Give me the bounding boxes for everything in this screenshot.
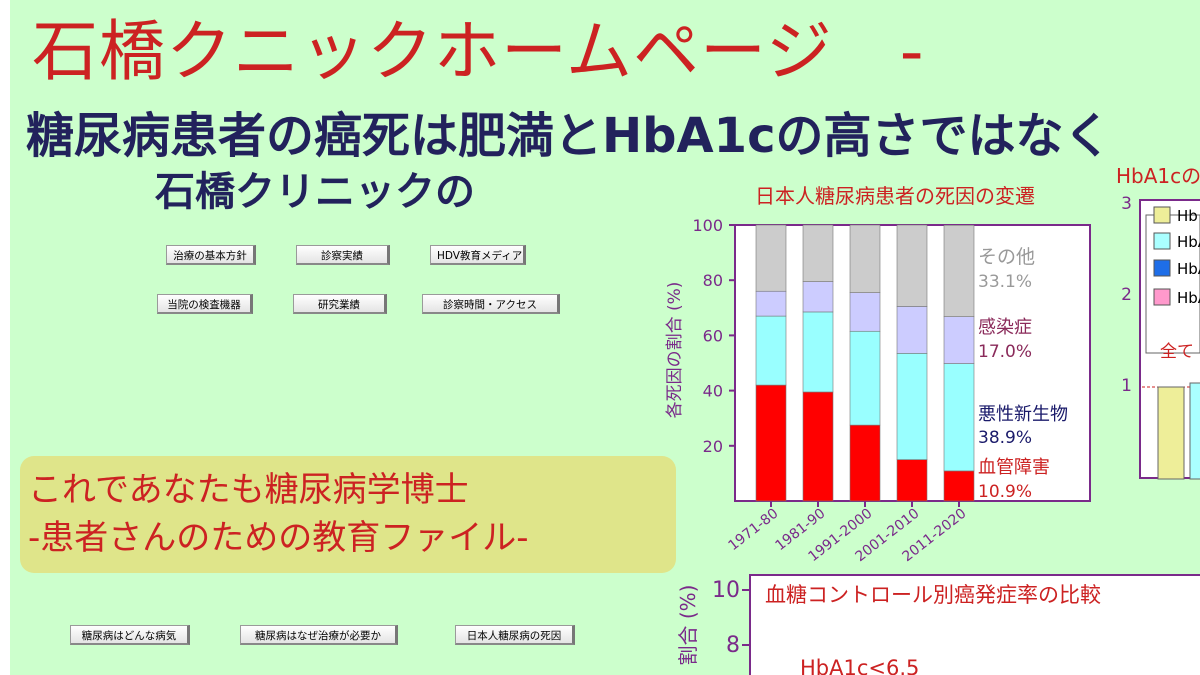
nav-button-hours-access[interactable]: 診察時間・アクセス [422,294,560,314]
y-tick-label: 100 [692,216,723,235]
bar-segment [802,224,834,282]
site-title: 石橋クニックホームページ - [32,13,925,90]
chart-y-axis-label: 各死因の割合 (%) [665,282,685,419]
banner-line-2: -患者さんのための教育ファイル- [28,518,529,558]
education-banner[interactable]: これであなたも糖尿病学博士 -患者さんのための教育ファイル- [20,456,676,573]
legend-swatch [1153,288,1171,306]
y-tick-label: 60 [703,326,723,345]
right-chart-tick-label: 1 [1121,376,1132,396]
nav-button-causes-of-death[interactable]: 日本人糖尿病の死因 [455,625,575,645]
lower-chart-tick-label: 10 [712,578,740,603]
bar-segment [755,315,787,386]
lower-chart-frame [749,574,1200,675]
right-chart-title: HbA1cの [1116,164,1200,188]
bar-segment [943,316,975,364]
bar-segment [943,470,975,502]
nav-button-clinic-record[interactable]: 診察実績 [296,245,390,265]
legend-swatch [1153,232,1171,250]
bar-segment [943,224,975,317]
bar-segment [755,290,787,317]
y-tick-label: 40 [703,382,723,401]
nav-button-treatment-policy[interactable]: 治療の基本方針 [166,245,256,265]
legend-label: Hb [1177,207,1198,225]
x-tick-label: 1971-80 [726,506,782,555]
lower-chart-annotation: HbA1c<6.5 [800,656,919,675]
right-chart-tick-label: 3 [1121,194,1132,214]
right-chart-bar [1157,386,1185,480]
bar-segment [896,459,928,502]
bar-segment [802,311,834,393]
series-annotation-label: 血管障害 [978,457,1050,478]
bar-segment [802,391,834,502]
causes-of-death-chart: 日本人糖尿病患者の死因の変遷 各死因の割合 (%) 20 40 60 80 100 197… [665,184,1091,565]
bar-segment [849,292,881,332]
nav-button-equipment[interactable]: 当院の検査機器 [157,294,253,314]
series-annotation-value: 33.1% [978,272,1032,292]
bar-segment [896,306,928,354]
y-tick-label: 20 [703,437,723,456]
lower-chart-y-axis-label: 割合 (%) [676,585,700,666]
bar-segment [802,281,834,313]
page-headline: 糖尿病患者の癌死は肥満とHbA1cの高さではなく [26,108,1112,164]
bar-segment [849,224,881,293]
bar-segment [896,224,928,307]
legend-swatch [1153,259,1171,277]
lower-chart-tick-label: 8 [726,633,740,658]
bar-segment [896,353,928,460]
nav-button-research[interactable]: 研究業績 [293,294,387,314]
legend-label: HbA [1177,289,1200,307]
hba1c-chart: HbA1cの 3 2 1 Hb HbA HbA HbA 全て [1116,164,1200,480]
legend-label: HbA [1177,233,1200,251]
lower-chart-title: 血糖コントロール別癌発症率の比較 [765,583,1101,607]
bar-segment [849,330,881,426]
banner-line-1: これであなたも糖尿病学博士 [28,470,469,510]
right-chart-tick-label: 2 [1121,285,1132,305]
series-annotation-label: 悪性新生物 [978,404,1068,425]
series-annotation-value: 38.9% [978,428,1032,448]
bar-segment [849,424,881,502]
bar-segment [755,224,787,292]
series-annotation-value: 17.0% [978,342,1032,362]
chart-title: 日本人糖尿病患者の死因の変遷 [755,184,1035,208]
legend-label: HbA [1177,260,1200,278]
sub-headline: 石橋クリニックの [155,169,475,215]
nav-button-education-media[interactable]: HDV教育メディア [430,245,526,265]
bar-segment [943,363,975,472]
series-annotation-value: 10.9% [978,482,1032,502]
series-annotation-label: その他 [978,246,1035,268]
legend-swatch [1153,206,1171,224]
nav-button-why-treatment[interactable]: 糖尿病はなぜ治療が必要か [240,625,398,645]
right-chart-bar [1189,382,1200,480]
bar-segment [755,384,787,502]
series-annotation-label: 感染症 [978,317,1032,338]
right-chart-annotation: 全て [1160,342,1194,362]
y-tick-label: 80 [703,271,723,290]
cancer-incidence-chart: 血糖コントロール別癌発症率の比較 割合 (%) 10 8 HbA1c<6.5 [676,574,1200,675]
nav-button-what-is-diabetes[interactable]: 糖尿病はどんな病気 [70,625,190,645]
